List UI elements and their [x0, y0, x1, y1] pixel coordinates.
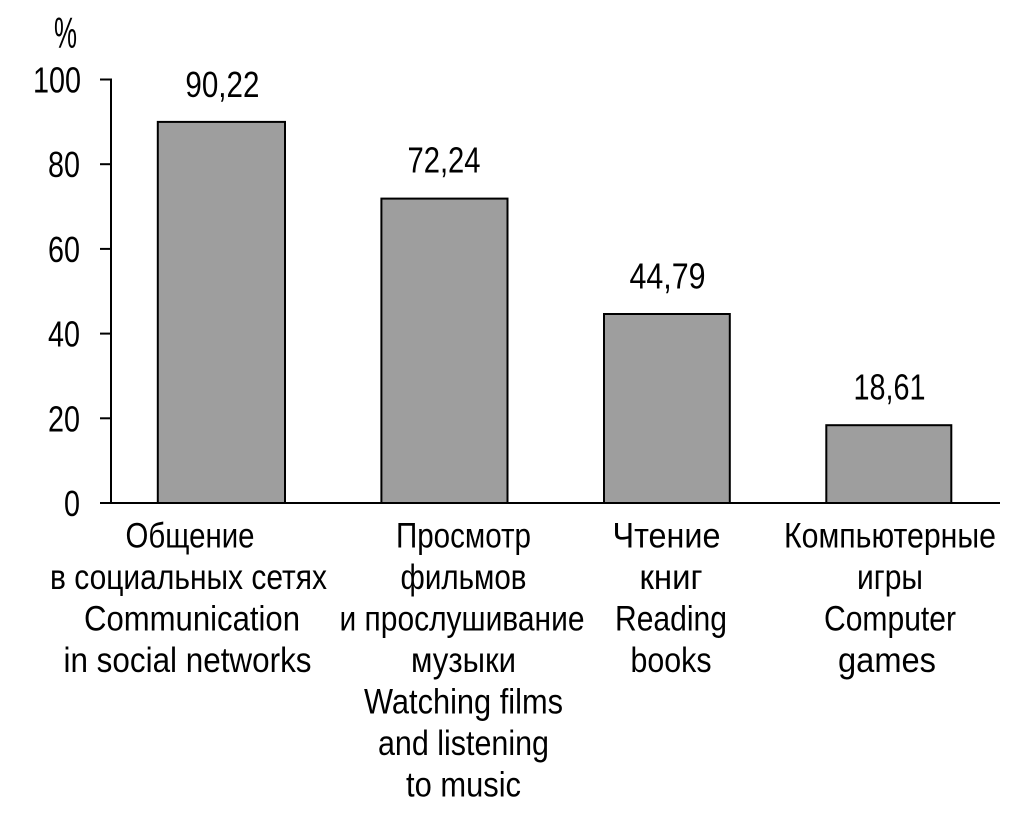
svg-text:90,22: 90,22 — [185, 64, 259, 105]
svg-text:to music: to music — [406, 766, 521, 805]
svg-text:60: 60 — [48, 229, 80, 270]
svg-text:72,24: 72,24 — [408, 140, 481, 181]
svg-text:Watching films: Watching films — [364, 683, 563, 722]
svg-text:Computer: Computer — [824, 600, 956, 639]
svg-text:books: books — [631, 641, 712, 680]
svg-text:игры: игры — [857, 558, 923, 597]
svg-text:18,61: 18,61 — [854, 367, 926, 408]
svg-text:Чтение: Чтение — [613, 517, 721, 556]
svg-text:20: 20 — [48, 398, 80, 439]
svg-text:%: % — [54, 9, 77, 58]
svg-text:Reading: Reading — [615, 600, 727, 639]
svg-text:фильмов: фильмов — [401, 558, 527, 597]
svg-text:0: 0 — [64, 483, 80, 524]
svg-text:Communication: Communication — [84, 600, 300, 639]
svg-text:Просмотр: Просмотр — [396, 517, 531, 556]
svg-text:80: 80 — [48, 144, 80, 185]
svg-text:in social networks: in social networks — [64, 641, 312, 680]
svg-text:Компьютерные: Компьютерные — [784, 517, 996, 556]
svg-text:Общение: Общение — [126, 517, 255, 556]
svg-text:and listening: and listening — [378, 724, 549, 763]
svg-text:и прослушивание: и прослушивание — [340, 600, 585, 639]
svg-text:в социальных сетях: в социальных сетях — [50, 558, 327, 597]
svg-text:40: 40 — [48, 314, 80, 355]
svg-text:games: games — [838, 641, 936, 680]
svg-text:музыки: музыки — [411, 641, 516, 680]
svg-text:44,79: 44,79 — [630, 256, 706, 297]
svg-text:100: 100 — [33, 60, 81, 101]
svg-text:книг: книг — [640, 558, 703, 597]
